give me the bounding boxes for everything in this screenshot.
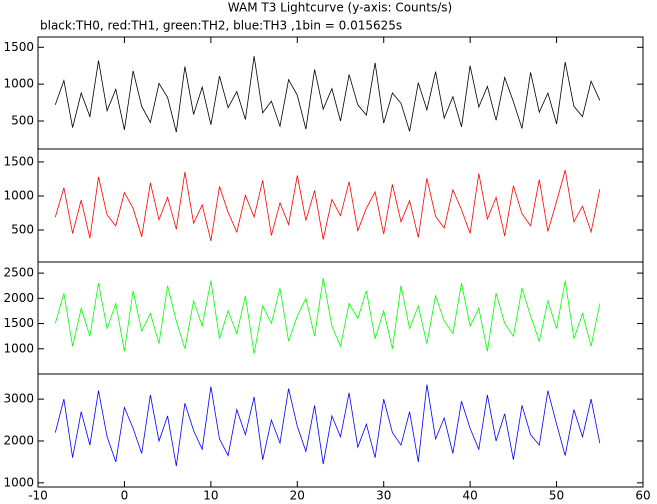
x-tick-label: 30 [376, 489, 391, 503]
x-tick-label: 10 [203, 489, 218, 503]
lightcurve [54, 169, 601, 241]
x-tick-label: 60 [635, 489, 650, 503]
y-tick-label: 3000 [3, 392, 34, 406]
lightcurve [54, 278, 601, 354]
y-tick-label: 500 [11, 114, 34, 128]
y-tick-label: 2500 [3, 266, 34, 280]
y-tick-label: 1000 [3, 77, 34, 91]
y-tick-label: 1000 [3, 341, 34, 355]
x-tick-label: 20 [290, 489, 305, 503]
x-tick-label: -10 [28, 489, 48, 503]
y-tick-label: 1500 [3, 154, 34, 168]
y-tick-label: 2000 [3, 291, 34, 305]
y-tick-label: 1500 [3, 316, 34, 330]
panel-frame [37, 36, 644, 150]
y-tick-label: 1500 [3, 40, 34, 54]
y-tick-label: 2000 [3, 433, 34, 447]
x-tick-label: 50 [549, 489, 564, 503]
lightcurve [54, 384, 601, 467]
x-tick-label: 0 [121, 489, 129, 503]
panel-frame [37, 148, 644, 263]
x-tick-label: 40 [463, 489, 478, 503]
panel-frame [37, 373, 644, 488]
y-tick-label: 1000 [3, 188, 34, 202]
chart-subtitle: black:TH0, red:TH1, green:TH2, blue:TH3 … [40, 19, 402, 33]
panel-frame [37, 261, 644, 375]
y-tick-label: 1000 [3, 475, 34, 489]
lightcurve [54, 56, 601, 133]
chart-title: WAM T3 Lightcurve (y-axis: Counts/s) [228, 1, 452, 15]
y-tick-label: 500 [11, 223, 34, 237]
